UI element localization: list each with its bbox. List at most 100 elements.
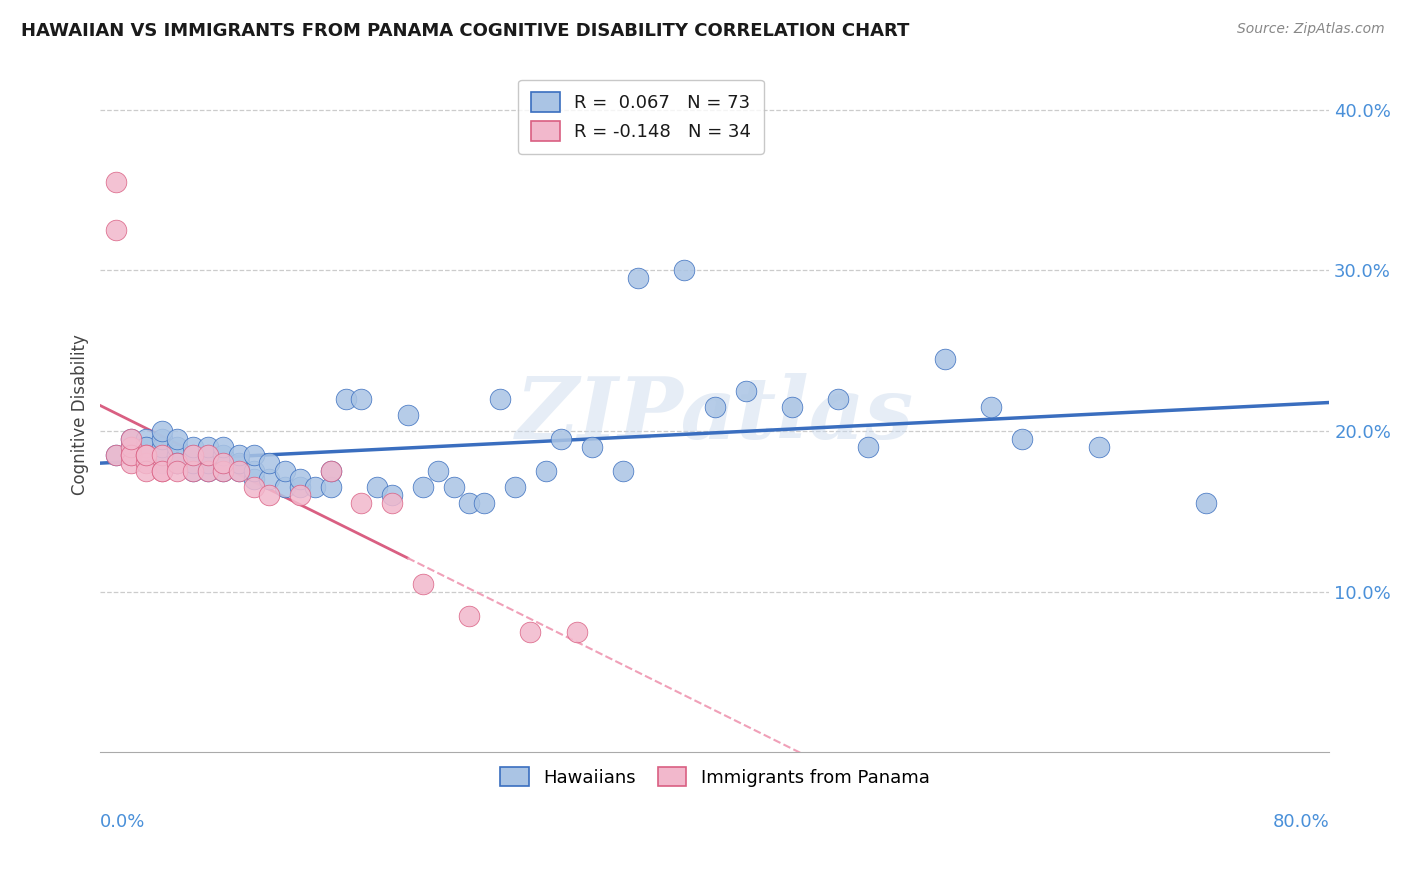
Point <box>288 472 311 486</box>
Point <box>150 448 173 462</box>
Text: 0.0%: 0.0% <box>100 814 146 831</box>
Point <box>412 576 434 591</box>
Point <box>228 464 250 478</box>
Point <box>259 488 281 502</box>
Point <box>273 464 295 478</box>
Point <box>212 448 235 462</box>
Point <box>703 400 725 414</box>
Point <box>181 456 204 470</box>
Point <box>120 440 142 454</box>
Point <box>197 448 219 462</box>
Point <box>135 448 157 462</box>
Point <box>166 456 188 470</box>
Point <box>166 456 188 470</box>
Point <box>150 464 173 478</box>
Point <box>243 464 266 478</box>
Point <box>212 456 235 470</box>
Point <box>135 448 157 462</box>
Point <box>734 384 756 398</box>
Point <box>197 448 219 462</box>
Point <box>319 480 342 494</box>
Point <box>212 456 235 470</box>
Point <box>212 464 235 478</box>
Point <box>120 456 142 470</box>
Point <box>396 408 419 422</box>
Point <box>120 448 142 462</box>
Legend: Hawaiians, Immigrants from Panama: Hawaiians, Immigrants from Panama <box>492 759 936 794</box>
Point <box>181 464 204 478</box>
Point <box>243 480 266 494</box>
Point <box>534 464 557 478</box>
Point <box>381 496 404 510</box>
Point <box>150 440 173 454</box>
Point <box>350 496 373 510</box>
Point <box>120 432 142 446</box>
Point <box>197 464 219 478</box>
Point <box>181 440 204 454</box>
Point <box>212 440 235 454</box>
Point <box>673 263 696 277</box>
Point <box>228 456 250 470</box>
Point <box>243 472 266 486</box>
Text: ZIPatlas: ZIPatlas <box>516 373 914 457</box>
Point <box>166 456 188 470</box>
Point <box>120 448 142 462</box>
Point <box>212 464 235 478</box>
Point <box>350 392 373 406</box>
Point <box>120 448 142 462</box>
Point <box>104 175 127 189</box>
Point <box>488 392 510 406</box>
Point <box>181 448 204 462</box>
Point <box>519 624 541 639</box>
Point <box>150 432 173 446</box>
Point <box>1088 440 1111 454</box>
Point <box>443 480 465 494</box>
Point <box>288 480 311 494</box>
Point <box>120 432 142 446</box>
Point <box>288 488 311 502</box>
Point <box>181 464 204 478</box>
Point <box>427 464 450 478</box>
Point <box>104 223 127 237</box>
Point <box>381 488 404 502</box>
Point <box>259 472 281 486</box>
Text: Source: ZipAtlas.com: Source: ZipAtlas.com <box>1237 22 1385 37</box>
Point <box>150 464 173 478</box>
Point <box>135 448 157 462</box>
Point <box>412 480 434 494</box>
Point <box>980 400 1002 414</box>
Y-axis label: Cognitive Disability: Cognitive Disability <box>72 334 89 495</box>
Point <box>366 480 388 494</box>
Point <box>474 496 496 510</box>
Point <box>259 456 281 470</box>
Point <box>197 456 219 470</box>
Point <box>581 440 603 454</box>
Point <box>565 624 588 639</box>
Point <box>273 480 295 494</box>
Point <box>335 392 357 406</box>
Point <box>319 464 342 478</box>
Point <box>458 608 481 623</box>
Point <box>627 271 650 285</box>
Point <box>1011 432 1033 446</box>
Point <box>550 432 572 446</box>
Point <box>135 432 157 446</box>
Point <box>166 432 188 446</box>
Text: 80.0%: 80.0% <box>1272 814 1329 831</box>
Point <box>1195 496 1218 510</box>
Point <box>197 464 219 478</box>
Point <box>228 464 250 478</box>
Point <box>104 448 127 462</box>
Point <box>135 456 157 470</box>
Point <box>181 448 204 462</box>
Point <box>827 392 849 406</box>
Point <box>612 464 634 478</box>
Point <box>150 424 173 438</box>
Text: HAWAIIAN VS IMMIGRANTS FROM PANAMA COGNITIVE DISABILITY CORRELATION CHART: HAWAIIAN VS IMMIGRANTS FROM PANAMA COGNI… <box>21 22 910 40</box>
Point <box>166 440 188 454</box>
Point <box>304 480 326 494</box>
Point <box>150 448 173 462</box>
Point <box>135 440 157 454</box>
Point <box>858 440 880 454</box>
Point <box>166 448 188 462</box>
